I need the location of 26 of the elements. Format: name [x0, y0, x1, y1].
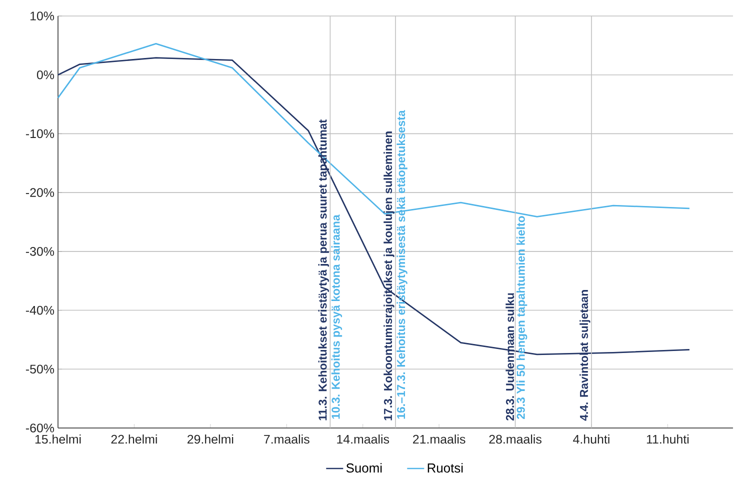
y-tick-label: 10% — [30, 12, 54, 20]
x-tick-label: 4.huhti — [573, 434, 610, 444]
y-tick-label: -60% — [26, 424, 54, 432]
x-tick-label: 28.maalis — [489, 434, 542, 444]
legend-label: Ruotsi — [428, 463, 463, 473]
y-tick-label: -10% — [26, 129, 54, 138]
ref-line-label: 17.3. Kokoontumisrajoitukset ja koulujen sulkeminen — [384, 132, 394, 420]
x-tick-label: 15.helmi — [35, 434, 81, 444]
x-tick-label: 29.helmi — [188, 434, 234, 444]
y-tick-label: -30% — [26, 247, 54, 256]
annotation: 16.–17.3. Kehoitus eristäytymisestä sekä etäopetuksesta — [396, 110, 408, 419]
x-tick-label: 22.helmi — [111, 434, 157, 444]
y-tick-label: 0% — [36, 70, 54, 80]
x-tick-label: 21.maalis — [413, 434, 466, 444]
y-tick-label: -20% — [26, 188, 54, 197]
x-tick-label: 11.huhti — [646, 434, 689, 444]
ref-line-label: 28.3. Uudenmaan sulku — [506, 293, 514, 421]
x-tick-label: 7.maalis — [264, 434, 310, 444]
annotation: 29.3 Yli 50 hengen tapahtumien kielto — [516, 216, 528, 420]
x-tick-label: 14.maalis — [337, 434, 390, 444]
y-tick-label: -50% — [26, 364, 54, 374]
y-tick-label: -40% — [26, 306, 54, 315]
annotation: 10.3. Kehoitus pysyä kotona sairaana — [331, 214, 342, 419]
legend-label: Suomi — [346, 463, 382, 473]
ref-line-label: 4.4. Ravintolat suljetaan — [580, 290, 590, 421]
ref-line-label: 11.3. Kehoitukset eristäytyä ja perua suuret tapahtumat — [318, 119, 329, 420]
